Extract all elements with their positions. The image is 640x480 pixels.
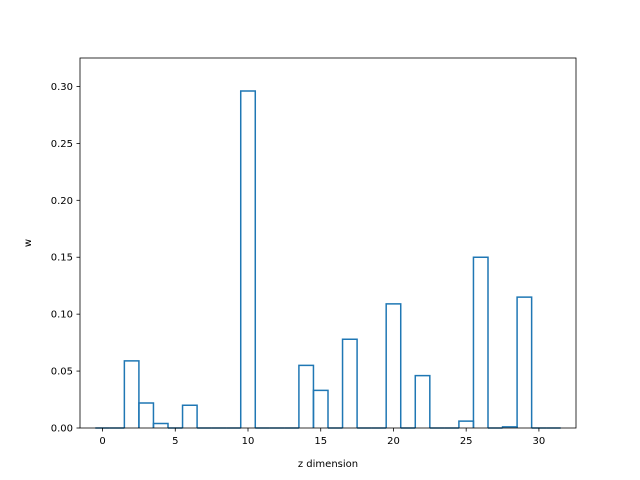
x-tick-label: 15 (314, 436, 327, 447)
y-tick-label: 0.05 (51, 367, 73, 378)
y-tick-label: 0.30 (51, 82, 73, 93)
bar (414, 374, 431, 428)
x-tick-label: 20 (387, 436, 400, 447)
bar (138, 402, 155, 428)
bar (472, 256, 489, 428)
bar (152, 422, 169, 428)
x-tick-label: 10 (242, 436, 255, 447)
bar (239, 90, 257, 428)
y-tick-label: 0.00 (51, 424, 73, 435)
x-tick-label: 5 (172, 436, 178, 447)
x-axis-label: z dimension (298, 459, 358, 470)
x-tick-label: 25 (460, 436, 473, 447)
x-tick-label: 0 (99, 436, 105, 447)
bar (385, 303, 402, 428)
bar (312, 389, 329, 428)
bar (123, 360, 140, 428)
y-tick-label: 0.10 (51, 310, 73, 321)
y-axis-label: w (23, 239, 34, 247)
y-tick-label: 0.20 (51, 196, 73, 207)
plot-area (80, 58, 576, 428)
bar (341, 338, 358, 428)
y-tick-label: 0.15 (51, 253, 73, 264)
bar (181, 404, 198, 428)
y-tick-label: 0.25 (51, 139, 73, 150)
x-axis-ticks: 0 5 10 15 20 25 30 (99, 428, 545, 447)
x-tick-label: 30 (533, 436, 546, 447)
plot-frame (79, 57, 577, 429)
y-axis-ticks: 0.00 0.05 0.10 0.15 0.20 0.25 0.30 (51, 82, 80, 435)
bar (516, 296, 533, 428)
